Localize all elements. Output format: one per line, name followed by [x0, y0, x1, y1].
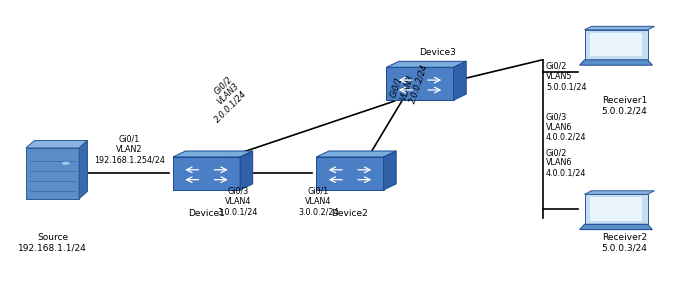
Text: Device3: Device3 — [419, 48, 456, 57]
Polygon shape — [386, 67, 454, 100]
Text: Receiver1
5.0.0.2/24: Receiver1 5.0.0.2/24 — [601, 96, 648, 115]
Polygon shape — [173, 157, 240, 190]
Polygon shape — [580, 224, 652, 230]
Text: Device2: Device2 — [332, 209, 368, 218]
Text: Gi0/2
VLAN3
2.0.0.1/24: Gi0/2 VLAN3 2.0.0.1/24 — [198, 74, 248, 124]
Polygon shape — [590, 197, 642, 221]
Polygon shape — [584, 191, 654, 194]
Polygon shape — [26, 148, 79, 199]
Text: Gi0/1
VLAN2
192.168.1.254/24: Gi0/1 VLAN2 192.168.1.254/24 — [94, 135, 165, 164]
Polygon shape — [386, 61, 466, 67]
Text: Receiver2
5.0.0.3/24: Receiver2 5.0.0.3/24 — [601, 233, 648, 253]
Text: Source
192.168.1.1/24: Source 192.168.1.1/24 — [18, 233, 87, 253]
Polygon shape — [26, 141, 88, 148]
Polygon shape — [384, 151, 396, 190]
Polygon shape — [584, 30, 648, 60]
Text: Device1: Device1 — [188, 209, 225, 218]
Polygon shape — [316, 151, 396, 157]
Polygon shape — [173, 151, 253, 157]
Text: Gi0/3
VLAN6
4.0.0.2/24: Gi0/3 VLAN6 4.0.0.2/24 — [546, 112, 587, 142]
Text: Gi0/3
VLAN4
3.0.0.1/24: Gi0/3 VLAN4 3.0.0.1/24 — [218, 187, 258, 217]
Circle shape — [62, 161, 70, 165]
Text: Gi0/2
VLAN5
5.0.0.1/24: Gi0/2 VLAN5 5.0.0.1/24 — [546, 61, 587, 91]
Polygon shape — [590, 33, 642, 56]
Polygon shape — [584, 194, 648, 224]
Polygon shape — [454, 61, 466, 100]
Polygon shape — [79, 141, 88, 199]
Polygon shape — [584, 26, 654, 30]
Polygon shape — [580, 60, 652, 65]
Polygon shape — [316, 157, 384, 190]
Polygon shape — [240, 151, 253, 190]
Text: Gi0/1
VLAN3
2.0.0.2/24: Gi0/1 VLAN3 2.0.0.2/24 — [389, 56, 430, 105]
Text: Gi0/2
VLAN6
4.0.0.1/24: Gi0/2 VLAN6 4.0.0.1/24 — [546, 148, 587, 178]
Text: Gi0/1
VLAN4
3.0.0.2/24: Gi0/1 VLAN4 3.0.0.2/24 — [298, 187, 339, 217]
